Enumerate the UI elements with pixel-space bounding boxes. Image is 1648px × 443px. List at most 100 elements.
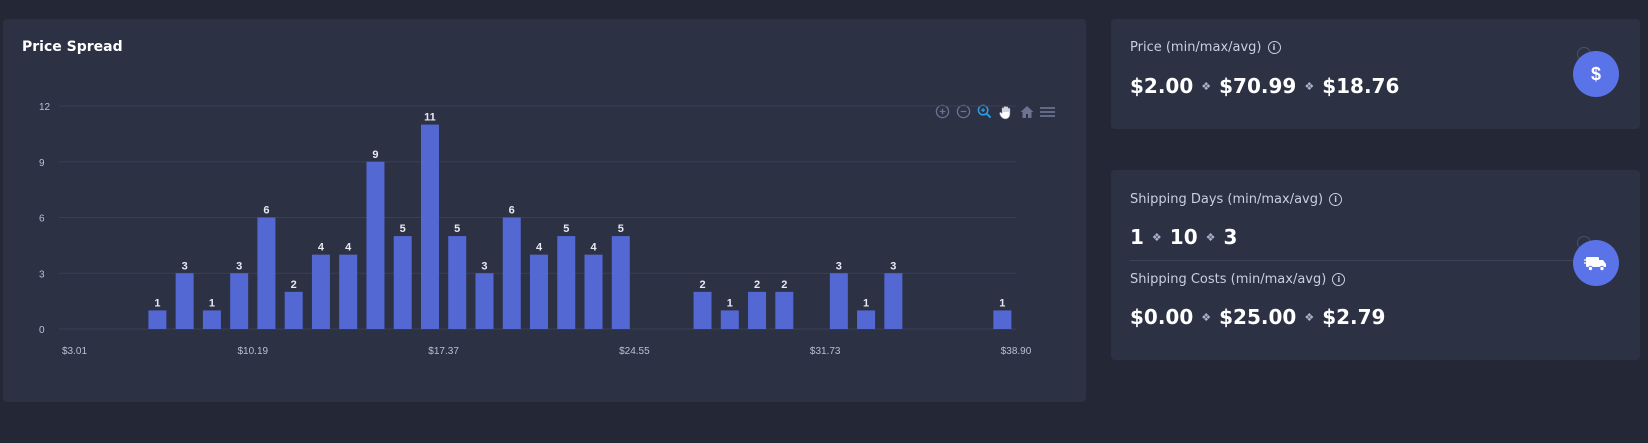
- price-spread-card: Price Spread 0 3 6 9 12 $3.01 $10.19 $17.37 $24.…: [3, 19, 1086, 402]
- shipping-days-min: 1: [1130, 225, 1144, 249]
- separator-icon: ❖: [1151, 230, 1162, 244]
- bar-value-label: 3: [481, 260, 487, 272]
- shipping-stat-card: Shipping Days (min/max/avg) i 1 ❖ 10 ❖ 3…: [1111, 170, 1640, 360]
- histogram-bar[interactable]: [720, 310, 739, 329]
- x-tick-label: $3.01: [62, 346, 87, 357]
- y-tick-label: 0: [39, 325, 45, 336]
- bar-value-label: 4: [590, 242, 597, 254]
- histogram-bar[interactable]: [693, 291, 712, 329]
- zoom-out-icon[interactable]: [955, 103, 972, 120]
- histogram-bar[interactable]: [584, 254, 603, 329]
- shipping-days-label: Shipping Days (min/max/avg): [1130, 192, 1324, 207]
- x-tick-label: $17.37: [428, 346, 459, 357]
- histogram-bar[interactable]: [748, 291, 767, 329]
- bar-value-label: 2: [754, 279, 760, 291]
- y-tick-label: 9: [39, 158, 45, 169]
- histogram-bar[interactable]: [311, 254, 330, 329]
- chart-title: Price Spread: [22, 39, 123, 55]
- histogram-bar[interactable]: [175, 273, 194, 329]
- y-tick-label: 3: [39, 269, 45, 280]
- bar-value-label: 3: [236, 260, 242, 272]
- shipping-costs-min: $0.00: [1130, 305, 1194, 329]
- divider: [1130, 260, 1610, 261]
- histogram-bar[interactable]: [884, 273, 903, 329]
- bar-value-label: 1: [209, 297, 215, 309]
- shipping-days-avg: 3: [1223, 225, 1238, 249]
- histogram-bar[interactable]: [557, 236, 576, 329]
- histogram-bar[interactable]: [775, 291, 794, 329]
- y-tick-label: 6: [39, 214, 45, 225]
- zoom-select-icon[interactable]: [976, 103, 993, 120]
- histogram-bar[interactable]: [611, 236, 630, 329]
- price-values: $2.00 ❖ $70.99 ❖ $18.76: [1130, 74, 1399, 98]
- price-label-row: Price (min/max/avg) i: [1130, 40, 1281, 55]
- info-icon[interactable]: i: [1267, 41, 1281, 54]
- shipping-days-max: 10: [1169, 225, 1198, 249]
- bar-value-label: 4: [536, 242, 543, 254]
- histogram-bar[interactable]: [366, 161, 385, 329]
- histogram-bar[interactable]: [393, 236, 412, 329]
- shipping-costs-max: $25.00: [1219, 305, 1297, 329]
- x-tick-label: $38.90: [1001, 346, 1032, 357]
- shipping-days-values: 1 ❖ 10 ❖ 3: [1130, 225, 1237, 249]
- separator-icon: ❖: [1304, 310, 1315, 324]
- histogram-bar[interactable]: [339, 254, 358, 329]
- histogram-bar[interactable]: [530, 254, 548, 329]
- bar-value-label: 4: [318, 242, 325, 254]
- histogram-bar[interactable]: [420, 124, 439, 329]
- bar-value-label: 5: [454, 223, 460, 235]
- separator-icon: ❖: [1201, 310, 1212, 324]
- separator-icon: ❖: [1205, 230, 1216, 244]
- shipping-costs-values: $0.00 ❖ $25.00 ❖ $2.79: [1130, 305, 1385, 329]
- histogram-bar[interactable]: [475, 273, 494, 329]
- bar-value-label: 1: [863, 297, 869, 309]
- y-tick-label: 12: [39, 102, 51, 113]
- histogram-bar[interactable]: [993, 310, 1012, 329]
- histogram-bar[interactable]: [829, 273, 848, 329]
- histogram-bar[interactable]: [502, 217, 521, 330]
- shipping-costs-label-row: Shipping Costs (min/max/avg) i: [1130, 272, 1346, 287]
- histogram-bar[interactable]: [148, 310, 167, 329]
- bar-value-label: 6: [263, 205, 269, 217]
- histogram-bar[interactable]: [857, 310, 876, 329]
- menu-icon[interactable]: [1039, 103, 1056, 120]
- dollar-icon: $: [1573, 51, 1619, 97]
- info-icon[interactable]: i: [1329, 193, 1343, 206]
- histogram-bar[interactable]: [202, 310, 221, 329]
- bar-value-label: 11: [424, 112, 436, 124]
- bar-value-label: 1: [999, 297, 1005, 309]
- bar-value-label: 1: [727, 297, 733, 309]
- bar-value-label: 5: [618, 223, 624, 235]
- histogram-bar[interactable]: [448, 236, 467, 329]
- bar-value-label: 4: [345, 242, 352, 254]
- zoom-in-icon[interactable]: [934, 103, 951, 120]
- svg-text:$: $: [1591, 64, 1601, 84]
- x-tick-label: $24.55: [619, 346, 650, 357]
- price-avg: $18.76: [1322, 74, 1400, 98]
- x-tick-label: $10.19: [238, 346, 269, 357]
- shipping-days-label-row: Shipping Days (min/max/avg) i: [1130, 192, 1343, 207]
- home-icon[interactable]: [1018, 103, 1035, 120]
- info-icon[interactable]: i: [1332, 273, 1346, 286]
- shipping-costs-label: Shipping Costs (min/max/avg): [1130, 272, 1327, 287]
- bar-value-label: 3: [182, 260, 188, 272]
- bar-value-label: 5: [400, 223, 406, 235]
- bar-value-label: 6: [509, 205, 515, 217]
- price-label: Price (min/max/avg): [1130, 40, 1262, 55]
- bar-value-label: 2: [291, 279, 297, 291]
- shipping-costs-avg: $2.79: [1322, 305, 1386, 329]
- price-max: $70.99: [1219, 74, 1297, 98]
- separator-icon: ❖: [1304, 79, 1315, 93]
- price-stat-card: Price (min/max/avg) i $2.00 ❖ $70.99 ❖ $…: [1111, 19, 1640, 129]
- truck-icon: [1573, 240, 1619, 286]
- separator-icon: ❖: [1201, 79, 1212, 93]
- bar-value-label: 3: [890, 260, 896, 272]
- histogram-bar[interactable]: [257, 217, 276, 330]
- bar-value-label: 1: [154, 297, 160, 309]
- x-tick-label: $31.73: [810, 346, 841, 357]
- bar-value-label: 9: [372, 149, 378, 161]
- bar-value-label: 2: [699, 279, 705, 291]
- histogram-bar[interactable]: [230, 273, 249, 329]
- histogram-bar[interactable]: [284, 291, 303, 329]
